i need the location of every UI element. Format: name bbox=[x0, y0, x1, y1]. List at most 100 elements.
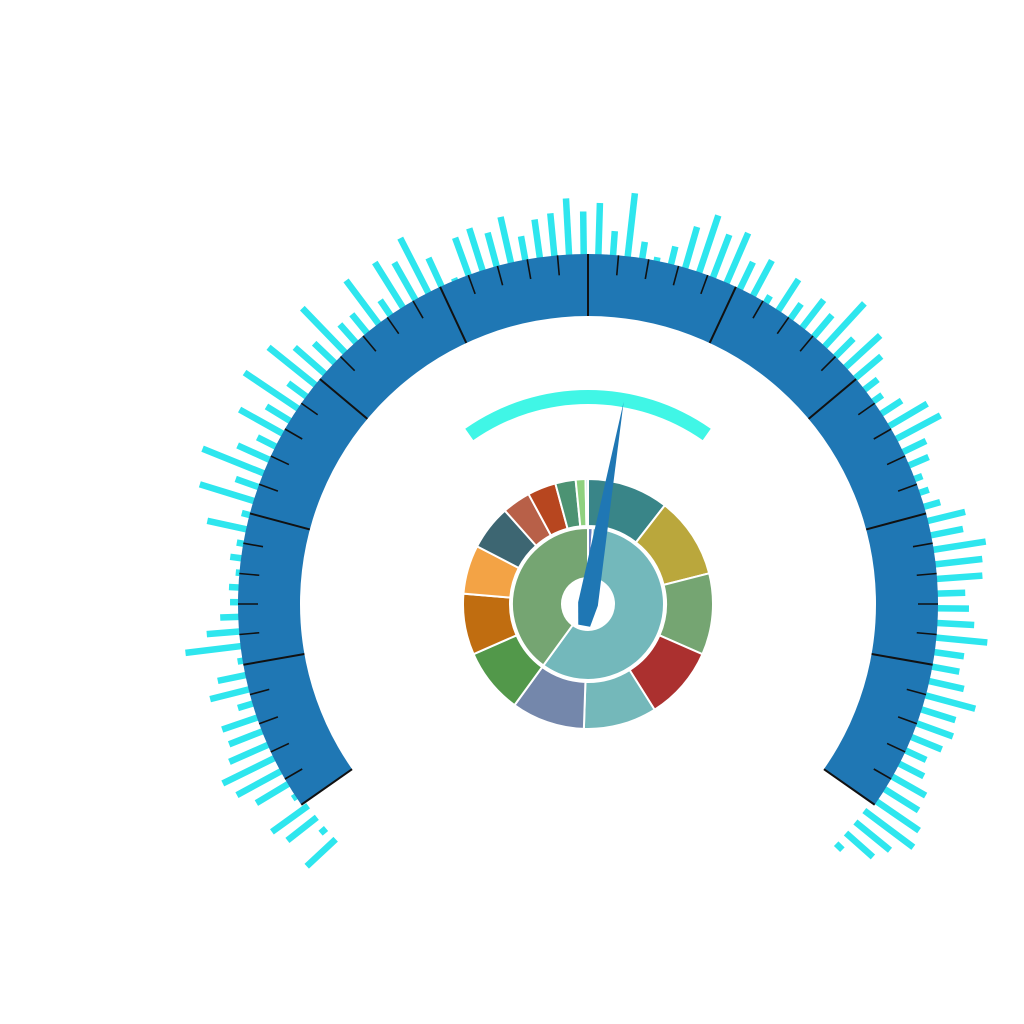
radial-bar bbox=[201, 445, 270, 479]
radial-bar bbox=[497, 216, 516, 269]
gauge-axis bbox=[238, 253, 938, 806]
radial-bar bbox=[829, 336, 856, 363]
minor-tick bbox=[239, 572, 260, 577]
radial-bar bbox=[734, 260, 756, 295]
radial-bar bbox=[425, 256, 447, 293]
sunburst-inner-segment bbox=[541, 527, 665, 681]
major-tick bbox=[871, 653, 933, 666]
radial-bar bbox=[372, 260, 409, 314]
radial-bar bbox=[833, 841, 845, 852]
radial-bar bbox=[235, 766, 287, 798]
sunburst-inner-segment bbox=[511, 526, 589, 667]
radial-bar bbox=[206, 517, 252, 534]
minor-tick bbox=[873, 428, 892, 440]
minor-tick bbox=[243, 542, 264, 548]
radial-bar bbox=[221, 712, 263, 733]
radial-bar bbox=[236, 442, 276, 465]
minor-tick bbox=[615, 255, 620, 276]
minor-tick bbox=[284, 428, 303, 440]
minor-tick bbox=[556, 255, 561, 276]
radial-bar bbox=[930, 555, 983, 569]
radial-bar bbox=[808, 313, 835, 343]
radial-bar bbox=[890, 412, 942, 445]
radial-bar bbox=[198, 481, 260, 506]
gauge-progress bbox=[465, 389, 711, 441]
minor-tick bbox=[700, 274, 709, 295]
minor-tick bbox=[258, 483, 279, 492]
minor-tick bbox=[897, 483, 918, 492]
major-tick bbox=[319, 378, 369, 420]
radial-bar bbox=[878, 783, 921, 814]
radial-bar bbox=[237, 406, 289, 439]
minor-tick bbox=[386, 316, 400, 335]
minor-tick bbox=[249, 688, 270, 696]
radial-bar bbox=[391, 260, 421, 306]
radial-bar bbox=[466, 227, 488, 277]
radial-bar bbox=[264, 403, 296, 427]
radial-bar bbox=[932, 619, 975, 629]
radial-bar bbox=[227, 726, 268, 748]
minor-tick bbox=[916, 572, 937, 577]
radial-bar bbox=[931, 572, 983, 583]
radial-bar bbox=[562, 198, 573, 260]
radial-bar bbox=[185, 642, 246, 657]
minor-tick bbox=[912, 542, 933, 548]
radial-bar bbox=[318, 826, 329, 836]
gauge-pointer bbox=[578, 402, 624, 627]
radial-bar bbox=[285, 814, 319, 844]
minor-tick bbox=[897, 716, 918, 725]
major-tick bbox=[243, 653, 305, 666]
major-tick bbox=[807, 378, 857, 420]
radial-bar bbox=[915, 704, 957, 724]
minor-tick bbox=[672, 265, 680, 286]
minor-tick bbox=[752, 300, 764, 319]
radial-bar bbox=[920, 690, 977, 712]
radial-bar bbox=[299, 305, 351, 359]
radial-bar bbox=[747, 258, 775, 302]
radial-bar bbox=[452, 236, 474, 281]
radial-bar bbox=[925, 525, 964, 540]
minor-tick bbox=[239, 631, 260, 636]
sunburst-outer-segment bbox=[584, 477, 589, 528]
radial-bar bbox=[311, 340, 341, 369]
minor-tick bbox=[916, 631, 937, 636]
major-tick bbox=[865, 512, 927, 531]
radial-bar bbox=[911, 718, 955, 740]
minor-tick bbox=[467, 274, 476, 295]
radial-bar bbox=[773, 277, 802, 317]
minor-tick bbox=[270, 455, 290, 466]
minor-tick bbox=[284, 768, 303, 780]
radial-bar bbox=[623, 192, 639, 262]
minor-tick bbox=[886, 455, 906, 466]
gauge-pointer-needle bbox=[578, 402, 624, 627]
progress-arc bbox=[465, 389, 711, 441]
radial-bar bbox=[897, 438, 928, 458]
minor-tick bbox=[258, 716, 279, 725]
minor-tick bbox=[776, 316, 790, 335]
minor-tick bbox=[886, 742, 906, 753]
radial-bar bbox=[242, 369, 304, 414]
radial-bar bbox=[870, 796, 921, 834]
radial-bar bbox=[893, 758, 926, 780]
radial-bar bbox=[343, 278, 385, 330]
major-tick bbox=[300, 768, 353, 806]
minor-tick bbox=[496, 265, 504, 286]
radial-bar bbox=[484, 231, 502, 272]
major-tick bbox=[439, 286, 468, 344]
radial-bar bbox=[304, 836, 338, 869]
major-tick bbox=[249, 512, 311, 531]
minor-tick bbox=[799, 335, 814, 352]
radial-bar bbox=[922, 508, 966, 526]
minor-tick bbox=[362, 335, 377, 352]
radial-bar bbox=[862, 807, 916, 850]
radial-bar bbox=[796, 298, 827, 334]
minor-tick bbox=[300, 402, 319, 416]
minor-tick bbox=[412, 300, 424, 319]
radial-bar bbox=[270, 803, 311, 835]
minor-tick bbox=[906, 688, 927, 696]
radial-bar bbox=[292, 344, 331, 380]
minor-tick bbox=[644, 259, 650, 280]
minor-tick bbox=[857, 402, 876, 416]
